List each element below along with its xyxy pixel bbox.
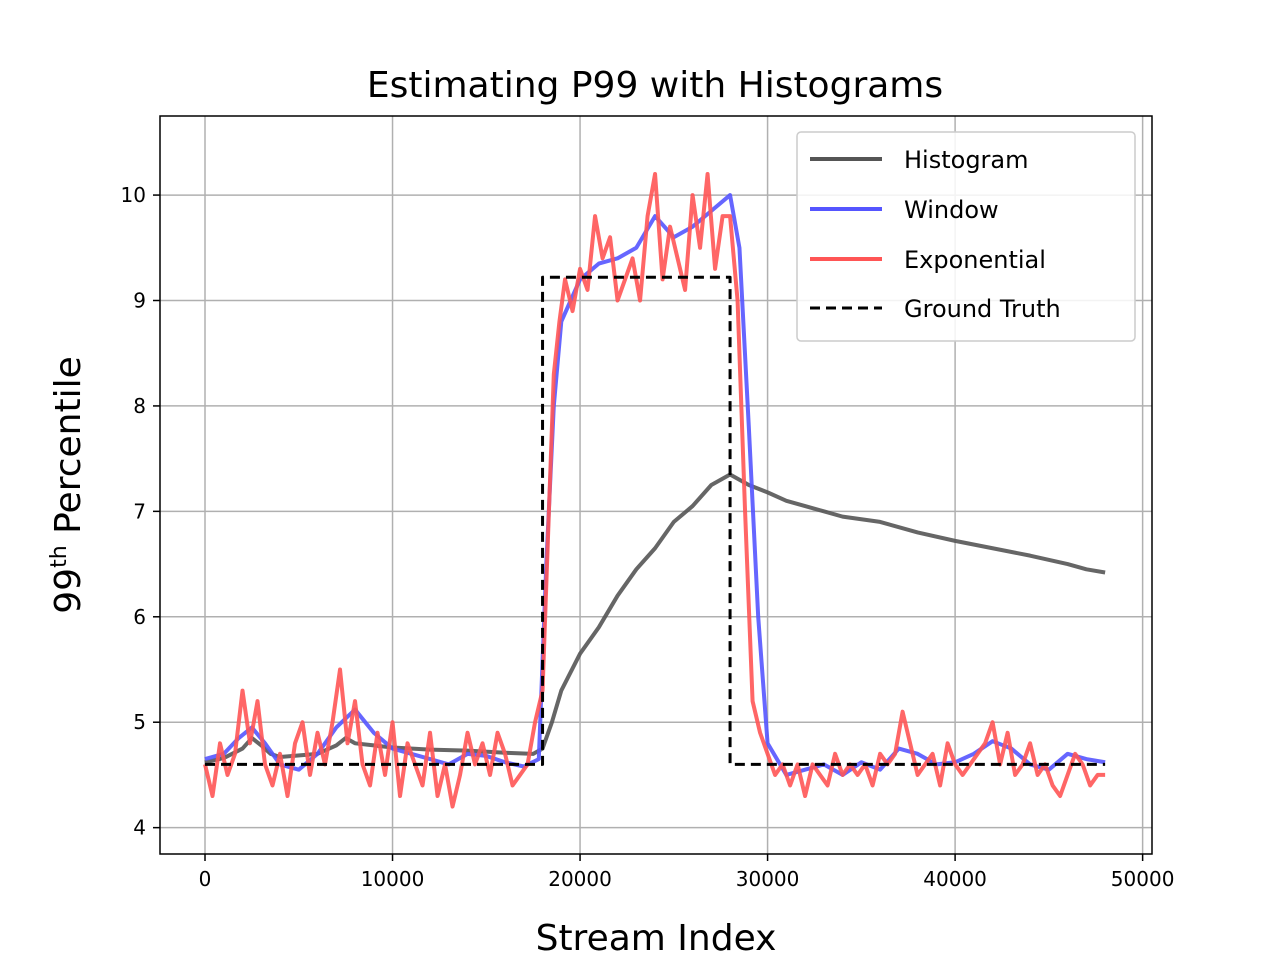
x-axis-label: Stream Index	[536, 918, 777, 959]
legend-label-histogram: Histogram	[904, 146, 1029, 174]
legend-box	[796, 131, 1136, 342]
y-axis-ticks: 4 5 6 7 8 9 10	[121, 183, 160, 840]
legend-label-window: Window	[904, 196, 999, 224]
y-tick-label: 10	[121, 183, 146, 207]
x-tick-label: 50000	[1111, 867, 1175, 891]
series-exponential	[203, 171, 1106, 809]
y-tick-label: 8	[133, 394, 146, 418]
y-tick-label: 5	[133, 710, 146, 734]
legend: Histogram Window Exponential Ground Trut…	[796, 131, 1136, 342]
legend-label-exponential: Exponential	[904, 246, 1046, 274]
y-axis-label-base: 99	[48, 568, 89, 614]
series-ground-truth	[205, 275, 1106, 766]
y-axis-label: 99th Percentile	[47, 356, 89, 613]
y-tick-label: 6	[133, 605, 146, 629]
y-tick-label: 9	[133, 289, 146, 313]
series-layer	[203, 171, 1106, 809]
chart-title: Estimating P99 with Histograms	[367, 65, 943, 106]
x-tick-label: 30000	[736, 867, 800, 891]
x-axis-ticks: 0 10000 20000 30000 40000 50000	[199, 854, 1175, 891]
x-tick-label: 40000	[923, 867, 987, 891]
y-axis-label-group: 99th Percentile	[47, 356, 89, 613]
y-tick-label: 4	[133, 816, 146, 840]
y-tick-label: 7	[133, 499, 146, 523]
x-tick-label: 0	[199, 867, 212, 891]
y-axis-label-sup: th	[47, 545, 72, 568]
x-tick-label: 10000	[361, 867, 425, 891]
grid	[160, 116, 1152, 854]
plot-frame	[159, 115, 1153, 855]
legend-label-ground-truth: Ground Truth	[904, 295, 1061, 323]
x-tick-label: 20000	[548, 867, 612, 891]
y-axis-label-rest: Percentile	[48, 356, 89, 545]
